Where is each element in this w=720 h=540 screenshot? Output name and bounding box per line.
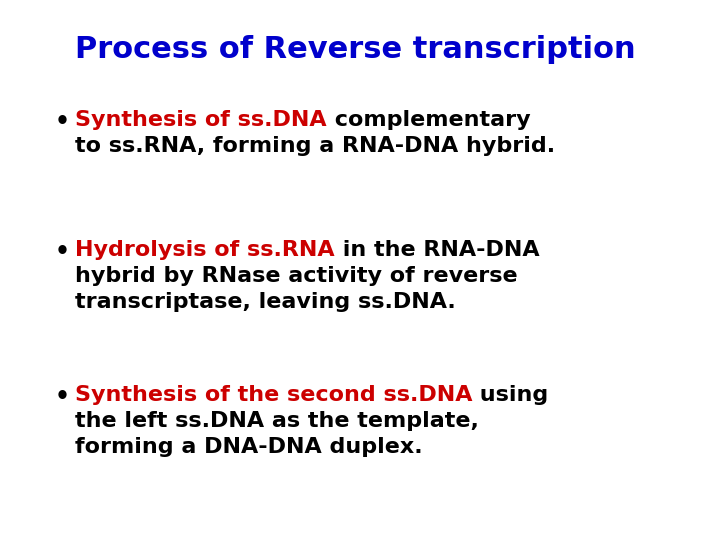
Text: the left ss.DNA as the template,: the left ss.DNA as the template,: [75, 411, 479, 431]
Text: Process of Reverse transcription: Process of Reverse transcription: [75, 35, 636, 64]
Text: •: •: [55, 110, 70, 134]
Text: Synthesis of the second ss.DNA: Synthesis of the second ss.DNA: [75, 385, 472, 405]
Text: complementary: complementary: [327, 110, 530, 130]
Text: •: •: [55, 385, 70, 409]
Text: transcriptase, leaving ss.DNA.: transcriptase, leaving ss.DNA.: [75, 292, 456, 312]
Text: in the RNA-DNA: in the RNA-DNA: [335, 240, 539, 260]
Text: •: •: [55, 240, 70, 264]
Text: using: using: [472, 385, 549, 405]
Text: forming a DNA-DNA duplex.: forming a DNA-DNA duplex.: [75, 437, 423, 457]
Text: to ss.RNA, forming a RNA-DNA hybrid.: to ss.RNA, forming a RNA-DNA hybrid.: [75, 136, 555, 156]
Text: hybrid by RNase activity of reverse: hybrid by RNase activity of reverse: [75, 266, 518, 286]
Text: Hydrolysis of ss.RNA: Hydrolysis of ss.RNA: [75, 240, 335, 260]
Text: Synthesis of ss.DNA: Synthesis of ss.DNA: [75, 110, 327, 130]
